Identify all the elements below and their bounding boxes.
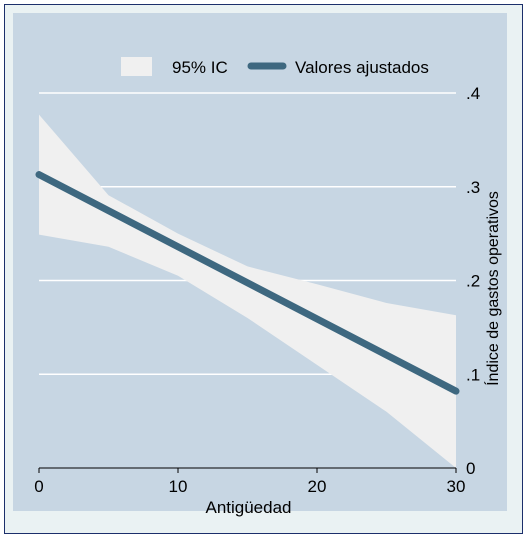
chart-frame: 0 10 20 30 0 .1 .2 .3 .4 Antigüedad Índice de g…	[4, 4, 523, 534]
x-axis-ticks: 0 10 20 30	[34, 468, 465, 496]
x-tick-label: 0	[34, 477, 43, 496]
confidence-band	[39, 114, 456, 468]
legend-band-label: 95% IC	[172, 58, 228, 77]
y-tick-label: 0	[466, 459, 475, 478]
x-tick-label: 20	[308, 477, 327, 496]
y-axis-ticks: 0 .1 .2 .3 .4	[466, 84, 480, 478]
x-tick-label: 30	[447, 477, 466, 496]
legend-band-swatch	[121, 57, 152, 76]
x-tick-label: 10	[169, 477, 188, 496]
legend-line-label: Valores ajustados	[295, 58, 429, 77]
chart-svg: 0 10 20 30 0 .1 .2 .3 .4 Antigüedad Índice de g…	[13, 13, 507, 517]
y-tick-label: .1	[466, 365, 480, 384]
x-axis-label: Antigüedad	[205, 498, 291, 517]
y-tick-label: .4	[466, 84, 480, 103]
y-axis-label: Índice de gastos operativos	[483, 191, 502, 386]
legend: 95% IC Valores ajustados	[121, 57, 429, 77]
fitted-line	[35, 171, 460, 395]
y-tick-label: .3	[466, 178, 480, 197]
y-tick-label: .2	[466, 272, 480, 291]
